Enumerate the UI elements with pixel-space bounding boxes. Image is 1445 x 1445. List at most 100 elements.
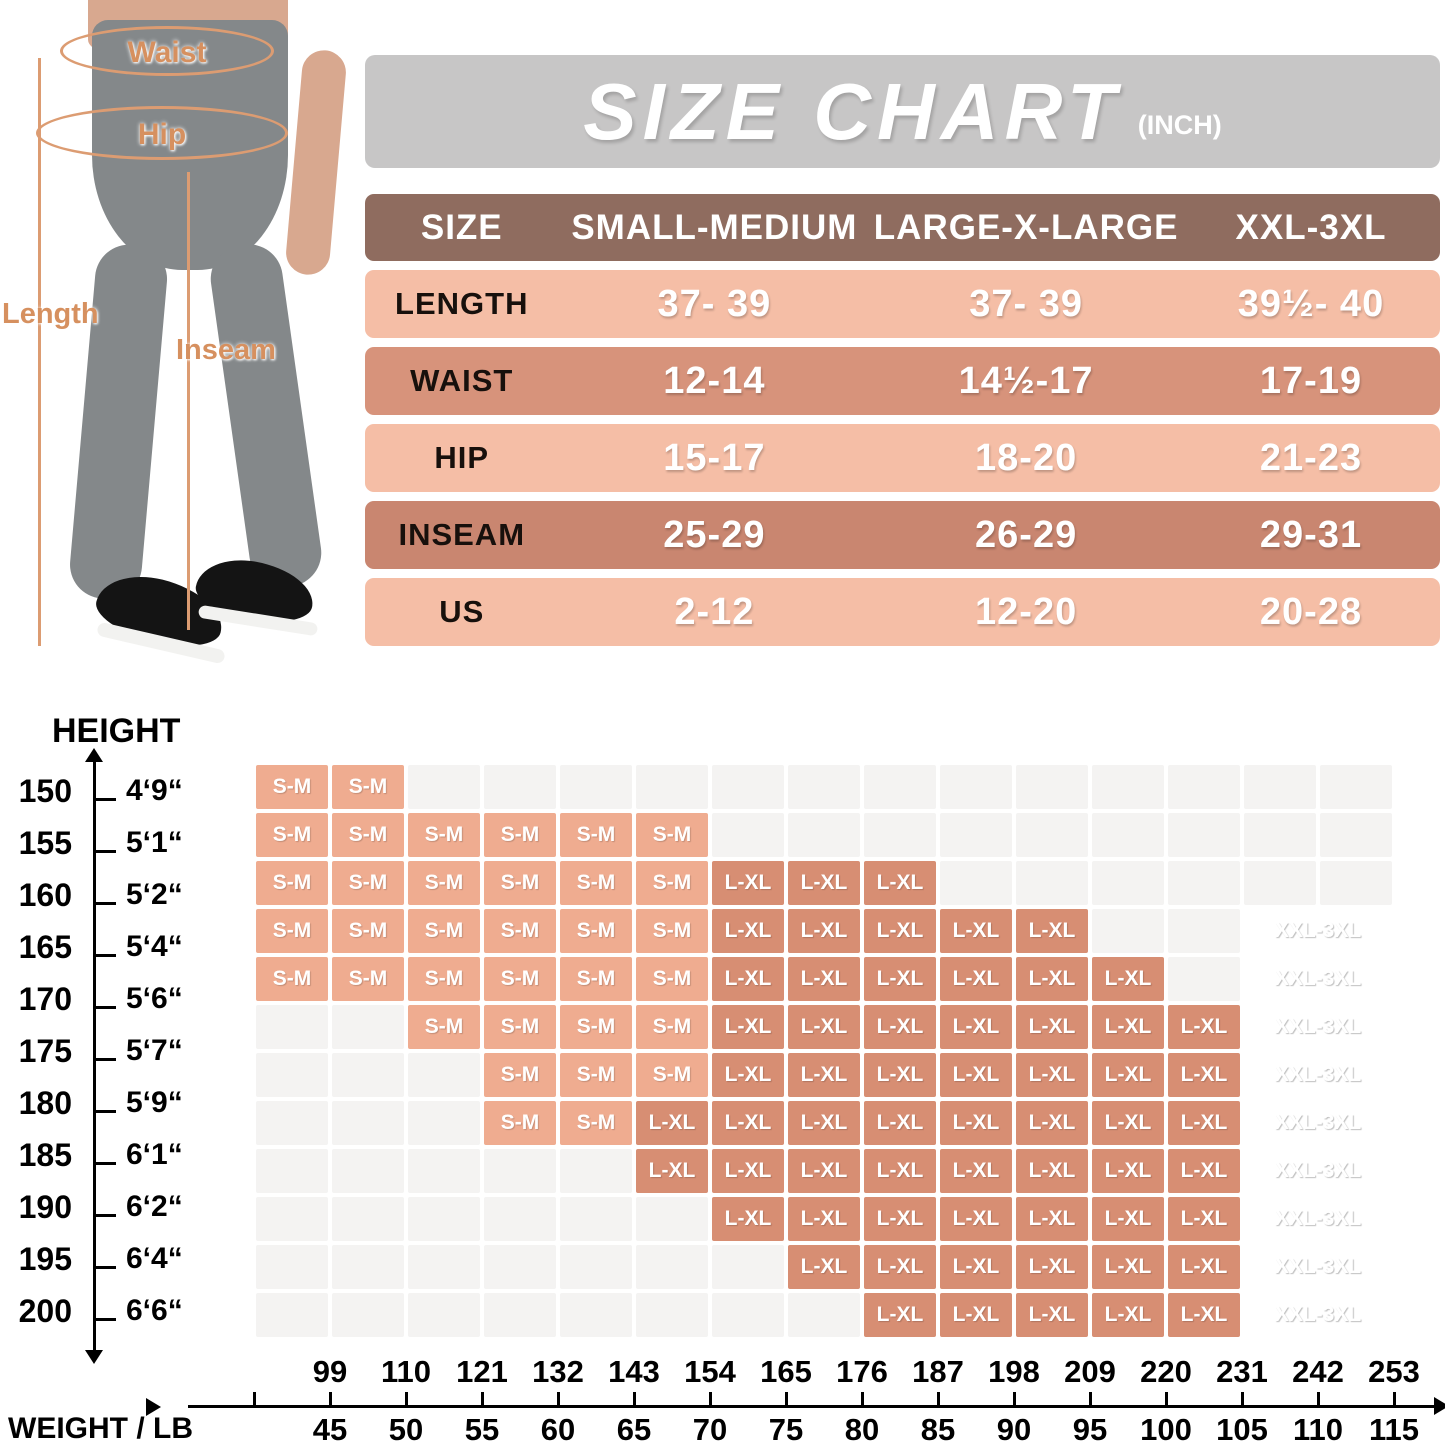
grid-cell-s-m: S-M [256,861,328,905]
grid-cell-l-xl: L-XL [788,1101,860,1145]
weight-tick-kg: 85 [920,1412,956,1445]
grid-cell-l-xl: L-XL [1092,1293,1164,1337]
grid-cell-s-m: S-M [484,957,556,1001]
height-tick-cm: 200 [18,1293,72,1329]
grid-cell-s-m: S-M [636,1053,708,1097]
grid-cell-empty [1320,861,1392,905]
grid-cell-l-xl: L-XL [712,1101,784,1145]
grid-cell-l-xl: L-XL [940,1149,1012,1193]
weight-tick-mark [785,1392,788,1406]
grid-cell-s-m: S-M [256,765,328,809]
weight-tick-kg: 70 [692,1412,728,1445]
size-row-value: 26-29 [975,513,1078,556]
grid-cell-l-xl: L-XL [712,1149,784,1193]
grid-cell-s-m: S-M [332,861,404,905]
grid-cell-s-m: S-M [560,1101,632,1145]
grid-cell-l-xl: L-XL [712,1053,784,1097]
grid-cell-label: XXL-3XL [1274,1159,1362,1182]
grid-cell-empty [560,1197,632,1241]
height-weight-grid: S-M S-M S-M S-M S-M S-M S-M S-M S-M S-M S-M S-M S-M S… [256,765,1392,1337]
height-tick-cm: 180 [18,1085,72,1121]
grid-cell-label: XXL-3XL [1274,1255,1362,1278]
height-tick-mark [94,1006,116,1009]
weight-tick-lb: 176 [836,1354,888,1389]
grid-cell-l-xl: L-XL [712,909,784,953]
grid-cell-s-m: S-M [560,909,632,953]
grid-cell-empty [484,1149,556,1193]
grid-cell-l-xl: L-XL [1092,957,1164,1001]
height-tick-cm: 155 [18,825,72,861]
grid-cell-l-xl: L-XL [1092,1197,1164,1241]
size-row-value: 25-29 [663,513,766,556]
grid-cell-xxl-3xl: XXL-3XL [1244,1053,1392,1097]
weight-tick-kg: 95 [1072,1412,1108,1445]
weight-tick-lb: 154 [684,1354,736,1389]
size-table-header-cell: SMALL-MEDIUM [571,207,858,247]
grid-cell-l-xl: L-XL [1168,1053,1240,1097]
grid-cell-s-m: S-M [408,957,480,1001]
grid-cell-l-xl: L-XL [1092,1149,1164,1193]
grid-cell-l-xl: L-XL [864,1293,936,1337]
grid-cell-label: XXL-3XL [1274,919,1362,942]
weight-tick-mark [1393,1392,1396,1406]
grid-cell-empty [788,765,860,809]
size-row-value: 14½-17 [958,359,1094,402]
size-chart-title: SIZE CHART [583,66,1122,156]
grid-cell-empty [408,1101,480,1145]
weight-tick-mark [481,1392,484,1406]
weight-tick-kg: 55 [464,1412,500,1445]
weight-tick-kg: 115 [1368,1412,1419,1445]
grid-cell-l-xl: L-XL [864,1053,936,1097]
length-measure-line [38,58,41,646]
grid-cell-empty [1320,813,1392,857]
weight-tick-mark [633,1392,636,1406]
grid-cell-xxl-3xl: XXL-3XL [1244,1293,1392,1337]
size-row-label: HIP [434,440,490,475]
grid-cell-l-xl: L-XL [788,1005,860,1049]
grid-cell-s-m: S-M [332,813,404,857]
height-tick-ft: 5‘1“ [126,826,183,859]
grid-cell-s-m: S-M [332,765,404,809]
size-table-header-cell: LARGE-X-LARGE [873,207,1179,247]
grid-cell-l-xl: L-XL [864,1101,936,1145]
weight-tick-lb: 99 [312,1354,348,1389]
length-label: Length [2,298,99,330]
grid-cell-l-xl: L-XL [1092,1053,1164,1097]
grid-cell-l-xl: L-XL [1016,1053,1088,1097]
height-tick-ft: 4‘9“ [126,774,183,807]
grid-cell-empty [1016,813,1088,857]
grid-cell-empty [1168,813,1240,857]
grid-cell-s-m: S-M [332,909,404,953]
grid-cell-empty [484,765,556,809]
height-tick-ft: 5‘9“ [126,1086,183,1119]
size-table-row: INSEAM 25-29 26-29 29-31 [365,501,1440,569]
grid-cell-s-m: S-M [560,861,632,905]
size-table-row: HIP 15-17 18-20 21-23 [365,424,1440,492]
weight-tick-kg: 110 [1292,1412,1343,1445]
grid-cell-empty [484,1197,556,1241]
height-tick-cm: 190 [18,1189,72,1225]
grid-cell-l-xl: L-XL [788,1149,860,1193]
weight-tick-lb: 187 [912,1354,964,1389]
height-tick-mark [94,1162,116,1165]
grid-cell-l-xl: L-XL [864,1197,936,1241]
height-tick-cm: 185 [18,1137,72,1173]
grid-cell-l-xl: L-XL [864,861,936,905]
size-row-value: 21-23 [1259,436,1363,479]
grid-cell-l-xl: L-XL [864,957,936,1001]
size-row-value: 15-17 [663,436,766,479]
weight-tick-mark [1013,1392,1016,1406]
size-row-value: 12-14 [663,359,766,402]
grid-cell-empty [1016,861,1088,905]
height-tick-mark [94,1318,116,1321]
grid-cell-l-xl: L-XL [940,1053,1012,1097]
grid-cell-empty [636,1245,708,1289]
height-tick-ft: 6‘1“ [126,1138,183,1171]
grid-cell-l-xl: L-XL [1016,1149,1088,1193]
weight-tick-mark [557,1392,560,1406]
grid-cell-s-m: S-M [484,861,556,905]
hip-measure-ellipse [36,106,288,160]
grid-cell-empty [332,1101,404,1145]
grid-cell-l-xl: L-XL [712,861,784,905]
grid-cell-s-m: S-M [256,909,328,953]
